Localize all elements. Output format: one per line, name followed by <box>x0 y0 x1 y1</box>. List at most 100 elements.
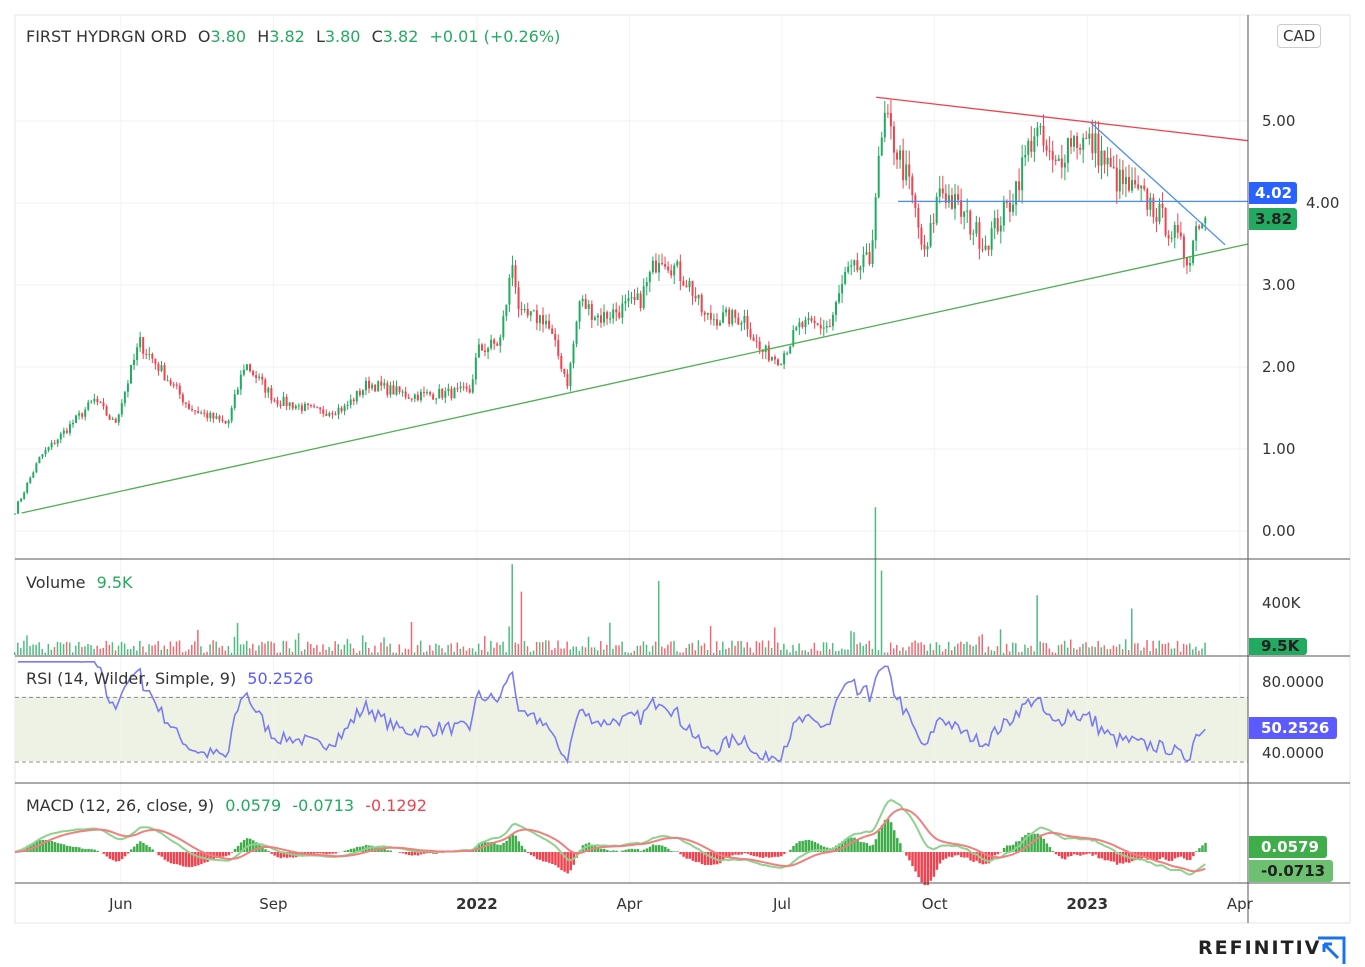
candle-body <box>1082 137 1085 150</box>
macd-histogram-bar <box>178 852 182 866</box>
macd-histogram-bar <box>1131 852 1134 862</box>
volume-bar <box>490 640 492 655</box>
candle-body <box>926 246 929 250</box>
volume-bar <box>1161 643 1164 655</box>
volume-bar <box>355 652 358 655</box>
volume-bar <box>81 647 83 655</box>
macd-histogram-bar <box>905 852 908 856</box>
volume-bar <box>236 623 239 655</box>
volume-bar <box>639 645 642 655</box>
volume-bar <box>102 647 105 655</box>
price-legend: FIRST HYDRGN ORD O3.80 H3.82 L3.80 C3.82… <box>26 27 566 46</box>
volume-bar <box>682 652 684 655</box>
macd-histogram-bar <box>725 852 728 858</box>
volume-bar <box>142 646 144 655</box>
volume-bar <box>1002 652 1005 655</box>
volume-bar <box>209 644 211 655</box>
price-tick-label: 4.00 <box>1306 194 1339 212</box>
volume-bar <box>273 643 275 655</box>
rsi-label: RSI (14, Wilder, Simple, 9) <box>26 669 237 688</box>
macd-histogram-bar <box>191 852 194 867</box>
volume-bar <box>297 633 300 655</box>
candle-body <box>740 322 743 325</box>
macd-histogram-bar <box>975 852 978 861</box>
candle-body <box>282 396 285 406</box>
candle-body <box>700 294 703 313</box>
volume-bar <box>593 647 596 655</box>
volume-bar <box>404 648 407 655</box>
candle-body <box>111 418 114 420</box>
candle-body <box>148 353 151 355</box>
volume-bar <box>322 644 324 655</box>
candle-body <box>181 394 184 403</box>
candle-body <box>566 373 569 387</box>
volume-bar <box>218 647 220 655</box>
candle-body <box>184 402 187 404</box>
macd-histogram-bar <box>96 850 99 852</box>
candle-body <box>828 326 831 328</box>
volume-bar <box>880 570 883 655</box>
macd-histogram-bar <box>563 852 566 872</box>
candle-body <box>50 442 53 448</box>
candle-body <box>1127 176 1130 191</box>
candle-body <box>319 407 322 410</box>
volume-bar <box>584 647 587 655</box>
macd-histogram-bar <box>1039 834 1042 852</box>
macd-histogram-bar <box>151 849 154 852</box>
volume-bar <box>596 650 599 655</box>
macd-histogram-bar <box>920 852 923 883</box>
volume-bar <box>450 643 452 655</box>
volume-bar <box>493 647 495 655</box>
volume-bar <box>572 646 575 655</box>
volume-bar <box>343 644 346 655</box>
macd-histogram-bar <box>105 852 109 857</box>
candle-body <box>981 248 984 250</box>
candle-body <box>880 137 883 156</box>
volume-bar <box>114 650 117 655</box>
candle-body <box>603 312 606 323</box>
volume-bar <box>456 642 459 655</box>
candle-body <box>407 397 410 399</box>
volume-bar <box>957 643 959 655</box>
candle-body <box>731 310 734 324</box>
macd-histogram-bar <box>129 849 133 852</box>
candle-body <box>328 413 331 416</box>
macd-histogram-bar <box>947 852 951 857</box>
macd-histogram-bar <box>987 852 991 864</box>
macd-histogram-bar <box>874 839 878 852</box>
macd-histogram-bar <box>123 852 127 857</box>
candle-body <box>264 379 267 393</box>
macd-histogram-bar <box>603 848 606 852</box>
currency-button[interactable]: CAD <box>1277 24 1322 48</box>
volume-bar <box>557 640 559 655</box>
candle-body <box>654 260 657 273</box>
macd-histogram-bar <box>752 852 756 857</box>
macd-histogram-bar <box>477 842 481 852</box>
candle-body <box>902 150 905 181</box>
candle-body <box>856 260 859 271</box>
macd-histogram-bar <box>703 852 707 866</box>
volume-bar <box>368 647 370 655</box>
macd-histogram-bar <box>657 845 661 852</box>
macd-histogram-bar <box>84 849 87 852</box>
candle-body <box>227 420 230 424</box>
low-value: 3.80 <box>324 27 361 46</box>
candle-body <box>276 400 279 405</box>
macd-histogram-bar <box>596 846 600 852</box>
macd-histogram-bar <box>636 848 640 852</box>
candle-body <box>728 309 731 324</box>
candle-body <box>258 376 261 379</box>
macd-histogram-bar <box>850 837 853 852</box>
macd-histogram-bar <box>642 849 646 852</box>
volume-bar <box>1182 643 1185 655</box>
candle-body <box>151 353 154 359</box>
macd-histogram-bar <box>1182 852 1186 859</box>
volume-bar <box>996 646 999 655</box>
macd-histogram-bar <box>404 852 408 855</box>
volume-bar <box>505 652 507 655</box>
volume-bar <box>1118 644 1121 655</box>
macd-histogram-bar <box>816 843 820 852</box>
volume-bar <box>1073 648 1075 655</box>
volume-bar <box>1152 640 1154 655</box>
volume-bar <box>221 645 224 655</box>
